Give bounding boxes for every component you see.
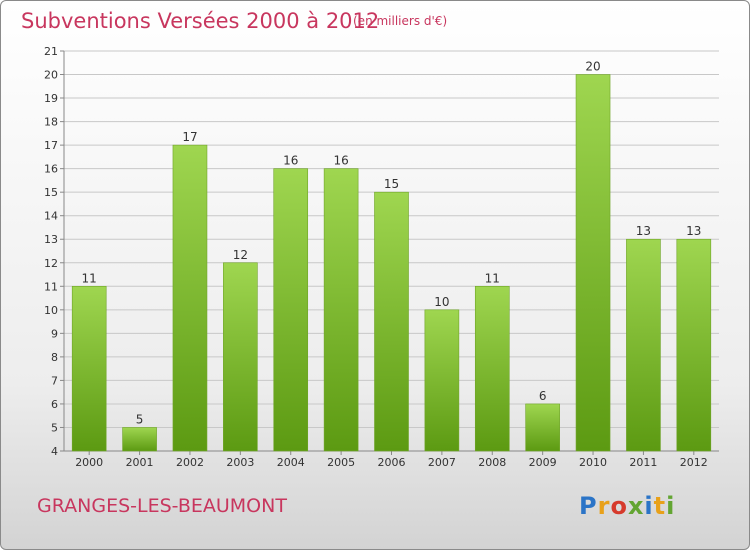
data-label-2006: 15 [384, 177, 399, 191]
commune-name: GRANGES-LES-BEAUMONT [37, 495, 287, 517]
y-tick-label: 19 [44, 92, 58, 105]
logo-letter: P [579, 492, 598, 520]
y-tick-label: 18 [44, 116, 58, 129]
data-label-2002: 17 [182, 130, 197, 144]
logo-letter: x [627, 492, 645, 520]
bar-2011 [626, 238, 661, 452]
logo-letter: t [653, 492, 667, 520]
y-tick-labels: 4 5 6 7 8 9 10 11 12 13 14 15 16 17 18 19 20 21 [44, 45, 58, 458]
bar-2003 [223, 262, 258, 452]
bar-2005 [323, 168, 359, 452]
y-tick-label: 13 [44, 233, 58, 246]
x-tick-label-2000: 2000 [75, 456, 103, 469]
y-tick-label: 12 [44, 257, 58, 270]
logo-letter: i [644, 492, 654, 520]
data-label-2008: 11 [485, 271, 500, 285]
y-tick-label: 17 [44, 139, 58, 152]
data-label-2010: 20 [585, 60, 600, 74]
logo-letter: r [597, 492, 611, 520]
x-tick-label-2007: 2007 [428, 456, 456, 469]
bar-2009 [525, 403, 560, 452]
logo-letter: o [610, 492, 628, 520]
bar-2004 [273, 168, 309, 452]
x-tick-label-2003: 2003 [226, 456, 254, 469]
x-tick-label-2001: 2001 [126, 456, 154, 469]
data-label-2000: 11 [82, 271, 97, 285]
x-tick-label-2005: 2005 [327, 456, 355, 469]
x-tick-label-2012: 2012 [680, 456, 708, 469]
y-tick-label: 11 [44, 280, 58, 293]
x-tick-labels: 2000 2001 2002 2003 2004 2005 2006 2007 2008 2009… [75, 456, 708, 469]
chart-title: Subventions Versées 2000 à 2012 [21, 9, 380, 33]
bar-2001 [122, 427, 157, 452]
data-labels: 11 5 17 12 16 16 15 10 11 6 20 13 13 [82, 60, 702, 427]
bar-2002 [172, 144, 208, 452]
y-tick-label: 14 [44, 210, 58, 223]
data-label-2011: 13 [636, 224, 651, 238]
bar-2000 [71, 285, 107, 452]
y-tick-label: 6 [51, 398, 58, 411]
bar-2010 [575, 74, 611, 452]
y-tick-label: 5 [51, 421, 58, 434]
proxiti-logo: Proxiti [579, 492, 675, 520]
x-tick-label-2010: 2010 [579, 456, 607, 469]
data-label-2003: 12 [233, 248, 248, 262]
y-tick-label: 15 [44, 186, 58, 199]
data-label-2012: 13 [686, 224, 701, 238]
bars [71, 74, 712, 452]
y-tick-label: 8 [51, 351, 58, 364]
y-tick-label: 4 [51, 445, 58, 458]
bar-2012 [676, 238, 712, 452]
bar-chart: 4 5 6 7 8 9 10 11 12 13 14 15 16 17 18 19 20 21 11 5 17 12 16… [44, 45, 719, 469]
logo-letter: i [666, 492, 676, 520]
x-tick-label-2008: 2008 [478, 456, 506, 469]
data-label-2009: 6 [539, 389, 547, 403]
x-tick-label-2002: 2002 [176, 456, 204, 469]
y-tick-label: 10 [44, 304, 58, 317]
y-tick-label: 9 [51, 327, 58, 340]
x-tick-label-2011: 2011 [629, 456, 657, 469]
x-tick-label-2009: 2009 [529, 456, 557, 469]
y-tick-label: 21 [44, 45, 58, 58]
y-tick-label: 20 [44, 69, 58, 82]
chart-subtitle: (en milliers d'€) [353, 14, 448, 28]
y-tick-label: 7 [51, 374, 58, 387]
data-label-2007: 10 [434, 295, 449, 309]
bar-2006 [374, 191, 409, 452]
bar-2007 [424, 309, 460, 452]
data-label-2001: 5 [136, 412, 144, 426]
data-label-2005: 16 [333, 154, 348, 168]
bar-2008 [474, 285, 510, 452]
y-tick-label: 16 [44, 163, 58, 176]
x-tick-label-2006: 2006 [378, 456, 406, 469]
x-tick-label-2004: 2004 [277, 456, 305, 469]
data-label-2004: 16 [283, 154, 298, 168]
